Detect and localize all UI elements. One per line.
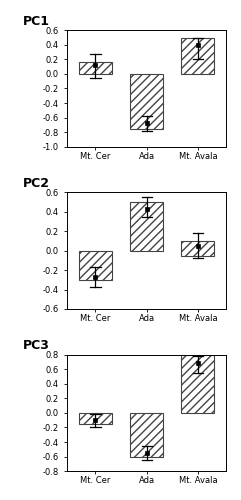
Bar — [130, 74, 163, 128]
Bar — [79, 62, 112, 74]
Bar — [181, 241, 214, 256]
Bar — [181, 38, 214, 74]
Bar — [130, 202, 163, 250]
Text: PC3: PC3 — [23, 340, 50, 352]
Text: PC2: PC2 — [23, 177, 50, 190]
Bar — [79, 250, 112, 280]
Bar — [130, 413, 163, 457]
Bar — [79, 413, 112, 424]
Bar — [181, 354, 214, 413]
Text: PC1: PC1 — [23, 15, 50, 28]
